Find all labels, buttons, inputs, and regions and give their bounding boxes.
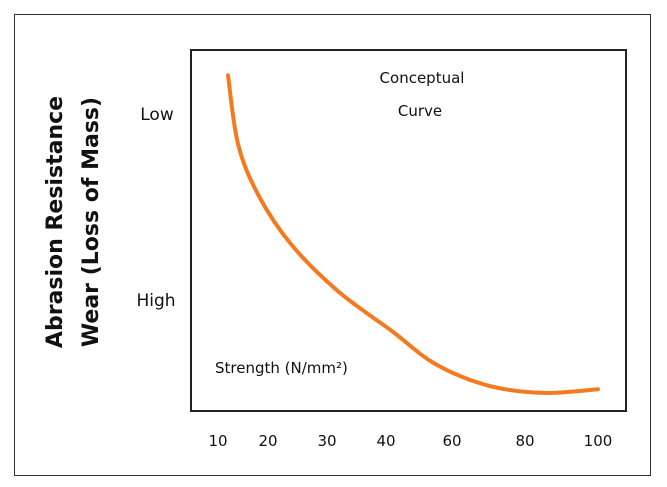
x-tick-label: 30 xyxy=(317,432,336,450)
figure-frame xyxy=(14,14,651,476)
x-tick-label: 100 xyxy=(584,432,613,450)
x-axis-label: Strength (N/mm²) xyxy=(215,359,348,377)
y-axis-label: Abrasion Resistance Wear (Loss of Mass) xyxy=(43,96,104,348)
series-line-0 xyxy=(226,73,600,395)
x-tick-label: 20 xyxy=(258,432,277,450)
y-category-low: Low xyxy=(140,105,174,125)
x-tick-label: 60 xyxy=(442,432,461,450)
plot-area xyxy=(190,49,627,412)
y-axis-label-line-2: Wear (Loss of Mass) xyxy=(79,97,104,347)
annotation-line-1: Conceptual xyxy=(380,69,465,87)
y-category-high: High xyxy=(136,291,175,311)
x-tick-label: 40 xyxy=(376,432,395,450)
x-tick-labels: 10 20 30 40 60 80 100 xyxy=(208,432,612,450)
annotation-line-2: Curve xyxy=(398,102,442,120)
x-tick-label: 10 xyxy=(208,432,227,450)
x-tick-label: 80 xyxy=(515,432,534,450)
y-axis-label-line-1: Abrasion Resistance xyxy=(43,96,68,348)
